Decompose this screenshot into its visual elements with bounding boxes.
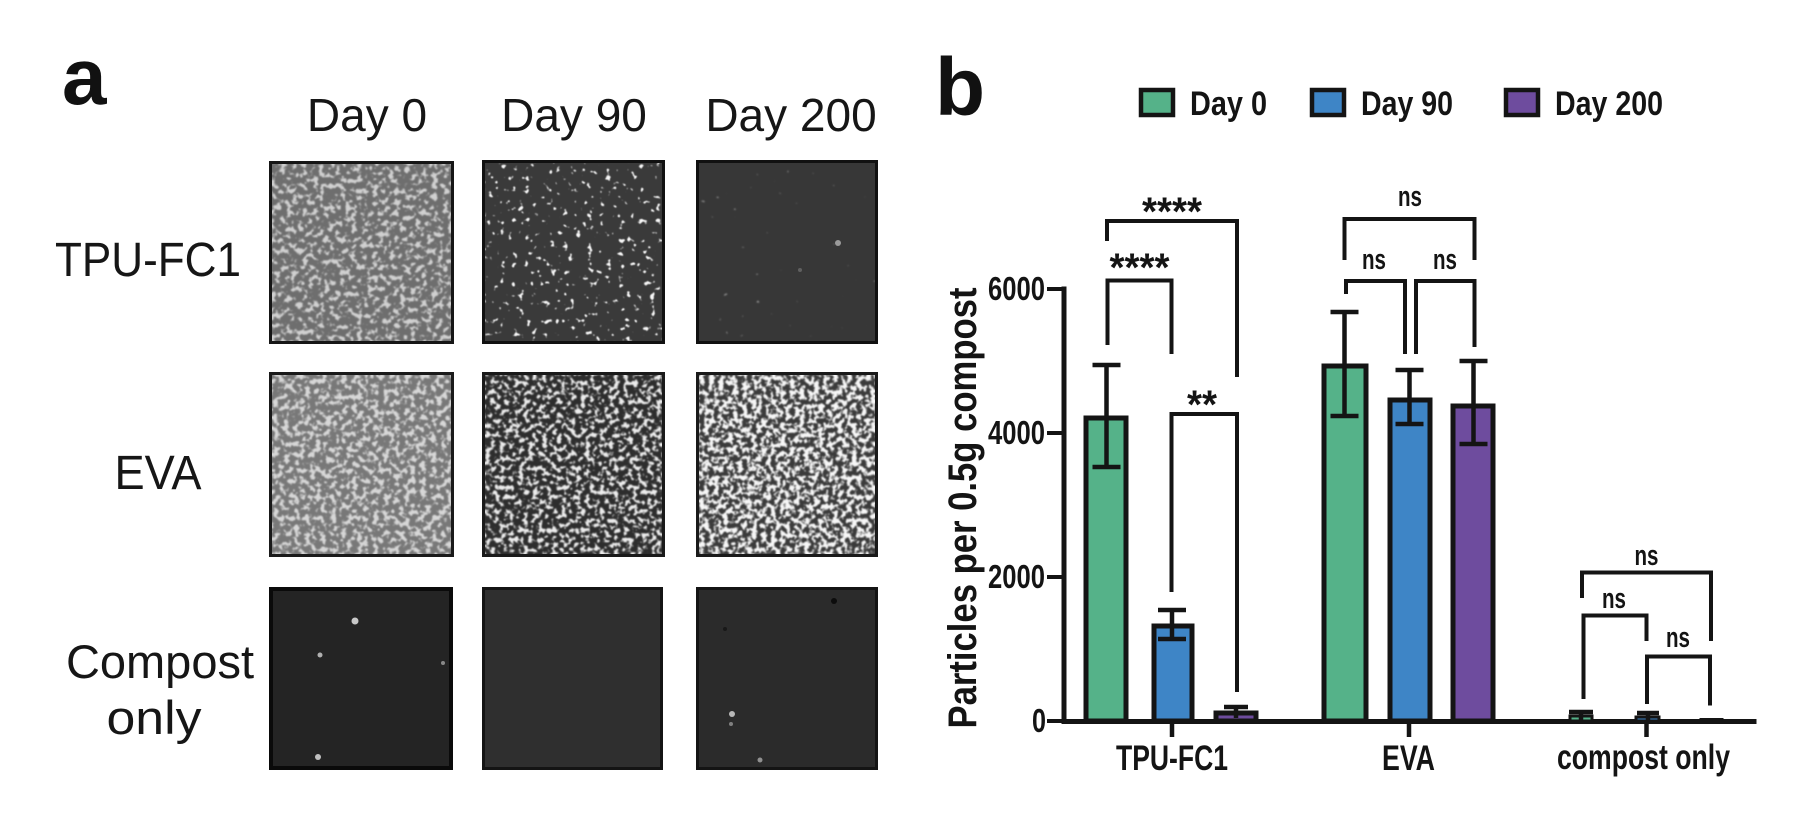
svg-text:ns: ns xyxy=(1362,244,1386,276)
svg-text:Day 90: Day 90 xyxy=(501,89,647,141)
svg-text:TPU-FC1: TPU-FC1 xyxy=(1116,739,1228,778)
svg-text:compost only: compost only xyxy=(1557,738,1730,777)
svg-text:ns: ns xyxy=(1602,583,1626,615)
svg-text:Particles per 0.5g compost: Particles per 0.5g compost xyxy=(941,288,985,729)
svg-text:Compost: Compost xyxy=(66,635,254,688)
svg-text:Day 200: Day 200 xyxy=(1555,85,1663,123)
svg-text:Day 0: Day 0 xyxy=(307,89,427,141)
svg-text:6000: 6000 xyxy=(988,270,1045,307)
svg-text:Day 0: Day 0 xyxy=(1190,85,1267,123)
svg-text:b: b xyxy=(935,42,985,133)
svg-text:ns: ns xyxy=(1666,622,1690,654)
svg-text:Day 90: Day 90 xyxy=(1361,85,1453,123)
svg-text:4000: 4000 xyxy=(988,414,1045,451)
svg-text:ns: ns xyxy=(1433,244,1457,276)
svg-text:**: ** xyxy=(1187,383,1217,427)
svg-text:2000: 2000 xyxy=(988,558,1045,595)
svg-text:****: **** xyxy=(1110,246,1170,290)
svg-text:only: only xyxy=(107,691,203,744)
svg-text:ns: ns xyxy=(1398,181,1422,213)
svg-text:EVA: EVA xyxy=(115,447,202,500)
svg-text:TPU-FC1: TPU-FC1 xyxy=(55,234,241,287)
svg-text:****: **** xyxy=(1142,190,1202,234)
svg-text:0: 0 xyxy=(1032,702,1046,739)
svg-text:ns: ns xyxy=(1635,540,1659,572)
svg-text:Day 200: Day 200 xyxy=(705,89,876,141)
svg-text:a: a xyxy=(62,32,107,121)
svg-text:EVA: EVA xyxy=(1382,739,1435,778)
